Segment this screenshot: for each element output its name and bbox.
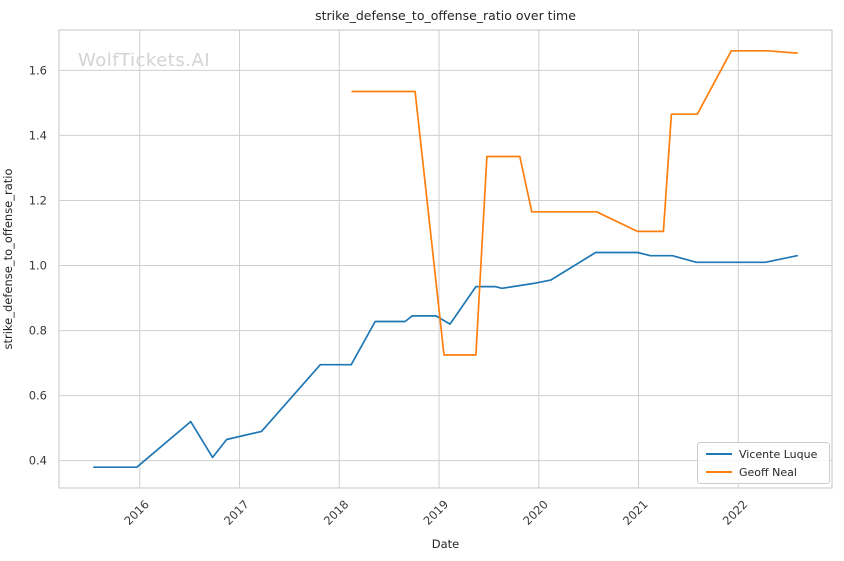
watermark: WolfTickets.AI xyxy=(78,50,211,71)
y-tick-label: 1.4 xyxy=(29,128,47,142)
y-tick-label: 1.6 xyxy=(29,63,47,77)
y-axis-label: strike_defense_to_offense_ratio xyxy=(1,168,15,350)
series-line-vicente-luque xyxy=(93,251,798,469)
y-tick-label: 0.4 xyxy=(29,454,47,468)
legend-swatch-icon xyxy=(706,471,732,473)
y-tick-label: 0.6 xyxy=(29,389,47,403)
series-line-geoff-neal xyxy=(351,49,798,356)
x-axis-label: Date xyxy=(431,537,460,551)
chart-title: strike_defense_to_offense_ratio over tim… xyxy=(315,8,576,23)
x-tick-label: 2020 xyxy=(520,497,551,528)
plot-frame xyxy=(58,29,833,489)
legend: Vicente Luque Geoff Neal xyxy=(697,442,830,484)
y-tick-label: 0.8 xyxy=(29,324,47,338)
x-tick-label: 2016 xyxy=(121,497,152,528)
legend-item: Vicente Luque xyxy=(706,448,821,461)
x-tick-label: 2018 xyxy=(321,497,352,528)
legend-swatch-icon xyxy=(706,453,732,455)
y-tick-label: 1.0 xyxy=(29,259,47,273)
legend-label: Geoff Neal xyxy=(739,465,797,479)
x-tick-label: 2017 xyxy=(221,497,252,528)
x-tick-label: 2021 xyxy=(620,497,651,528)
x-tick-label: 2019 xyxy=(421,497,452,528)
x-tick-label: 2022 xyxy=(720,497,751,528)
legend-label: Vicente Luque xyxy=(739,447,818,461)
legend-item: Geoff Neal xyxy=(706,466,821,479)
y-tick-label: 1.2 xyxy=(29,193,47,207)
